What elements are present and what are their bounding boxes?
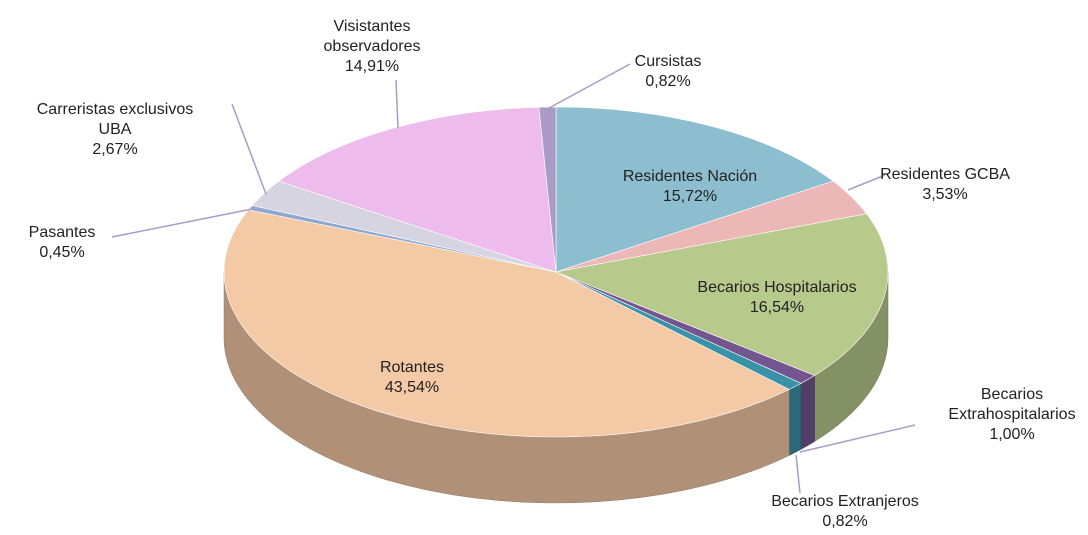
slice	[538, 106, 557, 273]
label-name: Residentes GCBA	[880, 166, 1010, 183]
slice-label: Becarios Hospitalarios 16,54%	[667, 278, 887, 318]
slice-side	[788, 382, 802, 456]
slice	[555, 106, 834, 273]
leader-line	[795, 454, 801, 494]
label-value: 0,82%	[645, 73, 691, 90]
leader-line	[847, 174, 886, 191]
label-name: Visistantes observadores	[323, 18, 421, 55]
leader-line	[799, 424, 916, 453]
pie-sides	[223, 271, 889, 504]
label-name: Becarios Extranjeros	[771, 493, 919, 510]
leader-line	[395, 79, 399, 129]
slice-label: Residentes GCBA 3,53%	[880, 165, 1010, 205]
slice-label: Becarios Extranjeros 0,82%	[745, 492, 945, 532]
slice-label: Pasantes 0,45%	[12, 223, 112, 263]
leader-line	[231, 103, 267, 195]
label-value: 1,00%	[989, 426, 1035, 443]
slice-label: Rotantes 43,54%	[352, 358, 472, 398]
leader-line	[111, 208, 253, 238]
slice-label: Becarios Extrahospitalarios 1,00%	[937, 385, 1087, 445]
label-name: Residentes Nación	[622, 168, 758, 185]
label-value: 14,91%	[344, 58, 400, 75]
slice-label: Visistantes observadores 14,91%	[307, 17, 437, 77]
slice-label: Cursistas 0,82%	[603, 52, 733, 92]
leader-line	[548, 63, 631, 109]
slice-side	[800, 375, 815, 450]
label-value: 43,54%	[384, 379, 440, 396]
label-name: Carreristas exclusivos UBA	[36, 101, 194, 138]
label-value: 16,54%	[749, 299, 805, 316]
label-value: 2,67%	[92, 141, 138, 158]
slice	[554, 213, 889, 376]
label-name: Becarios Extrahospitalarios	[948, 386, 1076, 423]
label-name: Cursistas	[634, 53, 702, 70]
label-name: Becarios Hospitalarios	[697, 279, 857, 296]
slice	[278, 106, 557, 273]
label-value: 3,53%	[922, 186, 968, 203]
slice-label: Carreristas exclusivos UBA 2,67%	[20, 100, 210, 160]
slice	[223, 209, 790, 438]
label-value: 0,45%	[39, 244, 85, 261]
label-name: Rotantes	[379, 359, 445, 376]
label-value: 0,82%	[822, 513, 868, 530]
label-name: Pasantes	[28, 224, 96, 241]
slice-label: Residentes Nación 15,72%	[590, 167, 790, 207]
label-value: 15,72%	[662, 188, 718, 205]
